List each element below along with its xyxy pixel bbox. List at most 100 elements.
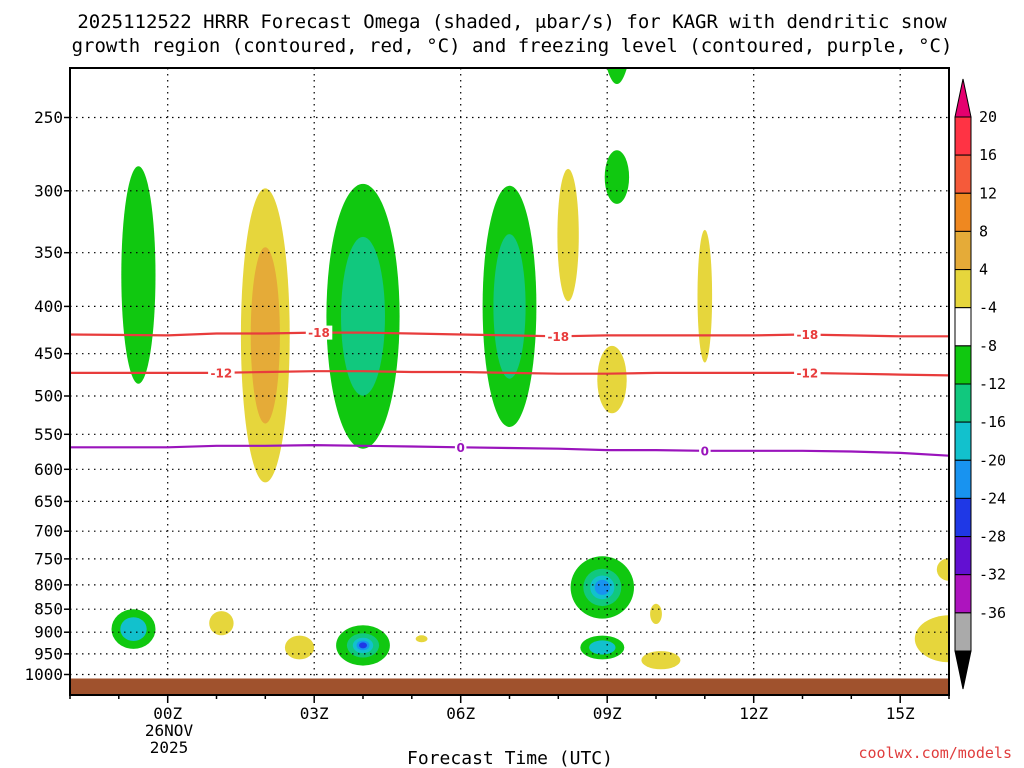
colorbar-swatch-6 (954, 345, 972, 385)
x-tick-label-00Z: 00Z (153, 704, 182, 723)
omega-contour-16-w4 (641, 651, 681, 670)
isotherm-label--12-0: -12 (211, 366, 233, 380)
omega-contour-12-w4 (597, 345, 627, 414)
colorbar-swatch-11 (954, 536, 972, 576)
y-tick-label-300: 300 (34, 181, 63, 200)
colorbar-label-3: 8 (979, 222, 988, 240)
omega-contour-8-c8 (493, 234, 526, 379)
colorbar-top-arrow (954, 78, 972, 118)
isotherm-label-0-1: 0 (701, 444, 709, 458)
isotherm-label--12-1: -12 (797, 366, 819, 380)
isotherm-label-0-0: 0 (457, 441, 465, 455)
ground-fill (70, 678, 949, 695)
isotherm-contours: -18 -18 -18 -12 -12 0 0 (70, 325, 949, 458)
isotherm-label--18-0: -18 (308, 326, 330, 340)
colorbar-label-6: -8 (979, 337, 997, 355)
colorbar-label-5: -4 (979, 299, 997, 317)
gridlines (70, 68, 949, 695)
ground-layer (70, 678, 949, 695)
colorbar-swatch-7 (954, 383, 972, 423)
date-label-year: 2025 (150, 738, 189, 757)
y-tick-label-350: 350 (34, 243, 63, 262)
omega-contour-10-c4 (606, 68, 627, 84)
y-tick-label-650: 650 (34, 492, 63, 511)
omega-contour-2-w8 (250, 247, 280, 424)
date-label-day: 26NOV (145, 721, 194, 740)
isotherm-label-bg--12-0 (208, 365, 235, 380)
colorbar: 20 16 12 8 4 -4 -8 -12 -16 -20 -24 -28 -32 -36 (954, 78, 1006, 690)
y-tick-label-500: 500 (34, 387, 63, 406)
isotherm-label-bg-0-1 (699, 443, 711, 458)
omega-contour-11-c4 (604, 150, 630, 204)
y-tick-label-900: 900 (34, 623, 63, 642)
omega-contour-0-c4 (121, 166, 156, 384)
colorbar-swatch-12 (954, 574, 972, 614)
y-tick-label-800: 800 (34, 575, 63, 594)
omega-contour-17-w4 (697, 229, 713, 363)
colorbar-label-4: 4 (979, 261, 988, 279)
colorbar-label-8: -16 (979, 413, 1006, 431)
omega-contour-4-w4 (284, 635, 315, 660)
y-tick-label-950: 950 (34, 644, 63, 663)
y-tick-label-850: 850 (34, 600, 63, 619)
omega-contour-3-w4 (209, 611, 234, 636)
isotherm-label-bg--12-1 (794, 365, 821, 380)
colorbar-label-9: -20 (979, 451, 1006, 469)
colorbar-label-12: -32 (979, 566, 1006, 584)
x-axis: 00Z 03Z 06Z 09Z 12Z 15Z (69, 695, 950, 723)
x-tick-label-09Z: 09Z (593, 704, 622, 723)
isotherm-label-bg--18-2 (794, 327, 821, 342)
chart-title-line-2: growth region (contoured, red, °C) and f… (72, 35, 953, 57)
omega-contour-1-c12 (120, 617, 147, 641)
omega-contour-14-c12 (589, 640, 616, 655)
x-tick-label-12Z: 12Z (739, 704, 768, 723)
colorbar-label-10: -24 (979, 489, 1006, 507)
colorbar-label-2: 12 (979, 184, 997, 202)
colorbar-swatch-5 (954, 307, 972, 347)
colorbar-swatch-4 (954, 269, 972, 309)
colorbar-label-13: -36 (979, 604, 1006, 622)
x-tick-label-15Z: 15Z (886, 704, 915, 723)
isotherm-label-bg--18-0 (305, 325, 333, 340)
y-tick-label-250: 250 (34, 108, 63, 127)
x-tick-label-03Z: 03Z (300, 704, 329, 723)
colorbar-swatch-3 (954, 230, 972, 270)
isotherm-line-0 (70, 443, 949, 457)
omega-contour-19-w4 (936, 558, 949, 581)
omega-shading (111, 68, 949, 670)
omega-contour-6-c20 (359, 642, 367, 649)
chart-title-line-1: 2025112522 HRRR Forecast Omega (shaded, … (77, 11, 947, 33)
colorbar-swatch-9 (954, 459, 972, 499)
isotherm-label--18-1: -18 (547, 330, 569, 344)
y-tick-label-1000: 1000 (24, 665, 63, 684)
omega-contour-18-w4 (914, 615, 949, 663)
colorbar-swatch-2 (954, 192, 972, 232)
colorbar-swatch-1 (954, 154, 972, 194)
colorbar-swatch-10 (954, 497, 972, 537)
y-tick-label-700: 700 (34, 522, 63, 541)
omega-contour-15-w4 (650, 603, 662, 625)
colorbar-label-7: -12 (979, 375, 1006, 393)
isotherm-label-bg--18-1 (545, 329, 572, 344)
x-tick-label-06Z: 06Z (446, 704, 475, 723)
x-axis-title: Forecast Time (UTC) (407, 748, 613, 768)
omega-contour-7-w4 (415, 635, 428, 643)
omega-contour-9-w4 (557, 168, 579, 302)
colorbar-swatch-13 (954, 612, 972, 652)
credit-text: coolwx.com/models (858, 744, 1012, 762)
isotherm-label-bg-0-0 (454, 440, 467, 455)
isotherm-label--18-2: -18 (797, 328, 819, 342)
y-tick-label-550: 550 (34, 425, 63, 444)
y-tick-label-450: 450 (34, 344, 63, 363)
y-tick-label-400: 400 (34, 297, 63, 316)
y-axis: 250 300 350 400 450 500 550 600 650 700 750 800 850 9… (24, 108, 70, 684)
colorbar-label-11: -28 (979, 528, 1006, 546)
colorbar-swatch-8 (954, 421, 972, 461)
y-tick-label-750: 750 (34, 549, 63, 568)
omega-contour-13-c16 (594, 579, 610, 595)
y-tick-label-600: 600 (34, 460, 63, 479)
colorbar-swatch-0 (954, 116, 972, 156)
colorbar-bottom-arrow (954, 650, 972, 690)
colorbar-label-0: 20 (979, 108, 997, 126)
